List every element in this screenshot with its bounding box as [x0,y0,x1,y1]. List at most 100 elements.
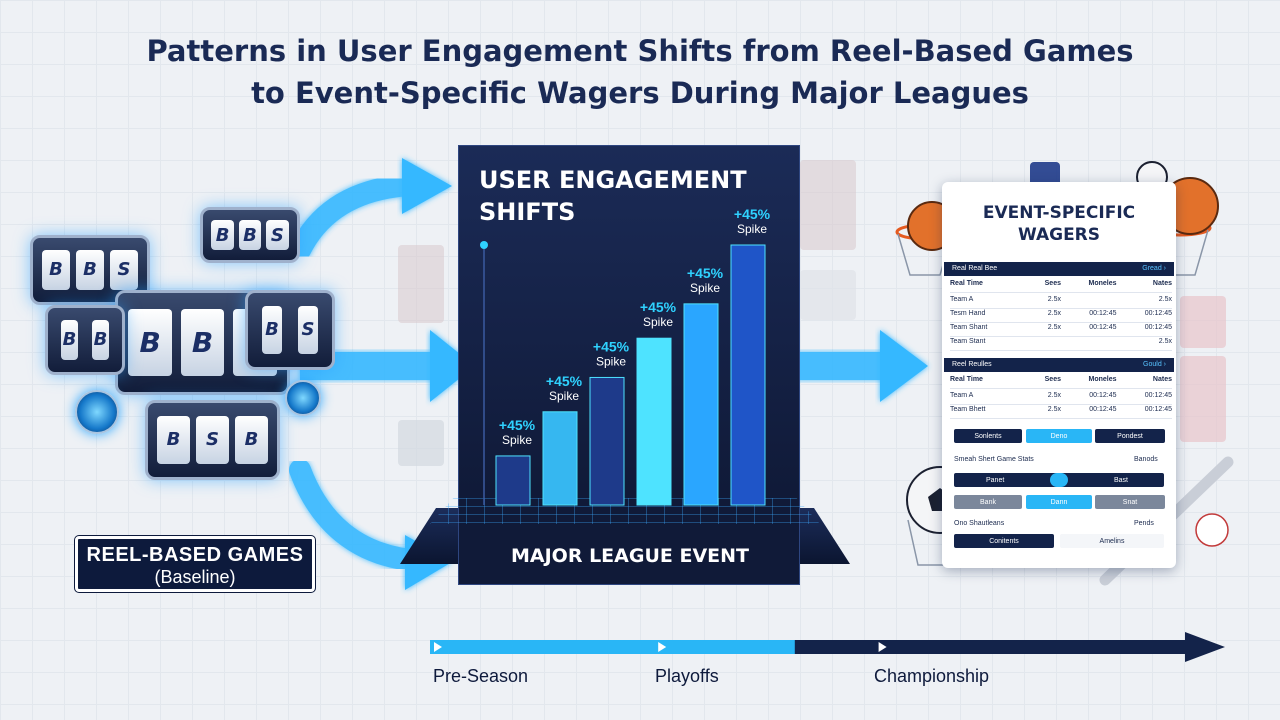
reel-symbol: B [235,415,268,465]
row-team: Team Shant [950,324,988,331]
chart-bar [542,411,578,506]
baseball-icon [1195,513,1229,547]
event-wagers-panel: EVENT-SPECIFIC WAGERS Real Real Bee Grea… [942,182,1176,568]
slot-machine-icon: B S [245,290,335,370]
chart-bar [683,303,719,506]
bar-value-label: +45% [499,417,536,433]
pill-button[interactable]: Bank [954,495,1022,509]
row-odds: 2.5x [1047,392,1061,399]
engagement-bar-chart: +45%Spike+45%Spike+45%Spike+45%Spike+45%… [480,206,771,506]
row-odds: 2.5x [1158,338,1172,345]
event-wagers-heading-line-2: WAGERS [1017,225,1101,245]
pill-button[interactable]: Snat [1095,495,1165,509]
chart-bar [730,244,766,506]
league-logo-icon [398,420,444,466]
table2-header-title: Reel Reulles [952,361,992,368]
table1-col: Nates [1152,280,1172,287]
row-odds: 2.5x [1047,296,1061,303]
chart-bar [495,455,531,506]
table2-col: Moneles [1088,376,1117,383]
table-row[interactable]: Team Bhett 2.5x 00:12:45 00:12:45 [950,406,1172,419]
table-row[interactable]: Tesm Hand 2.5x 00:12:45 00:12:45 [950,310,1172,323]
reel-based-games-label: REEL-BASED GAMES (Baseline) [75,536,315,592]
row-odds: 2.5x [1047,324,1061,331]
table2-col: Real Time [950,376,983,383]
reel-symbol: B [180,308,225,377]
table1-header-link[interactable]: Gread › [1142,265,1166,272]
league-logo-icon [398,245,444,323]
row-team: Team Bhett [950,406,986,413]
bar-value-label: +45% [546,373,583,389]
arrow-middle-head [430,330,475,402]
pill-button[interactable]: Pondest [1095,429,1165,443]
reel-based-games-illustration: B B S B B S B B S B S B B B S B [30,195,350,495]
reel-symbol: B [75,249,105,291]
glowing-button-icon [285,380,321,416]
pill-button[interactable]: Deno [1026,429,1092,443]
stats-toggle-icon[interactable] [1050,473,1068,487]
stats-bar-right: Bast [1114,476,1129,484]
timeline-marker [658,642,667,652]
section3-label: Smeah Shert Game Stats [954,456,1034,463]
stats-bar-left: Panet [986,476,1005,484]
table1-header-title: Real Real Bee [952,265,998,272]
table-row[interactable]: Team Stant 2.5x [950,338,1172,351]
pill-button[interactable]: Sonlents [954,429,1022,443]
timeline-stage-championship: Championship [874,666,990,686]
row-time [1061,338,1117,350]
chart-axis-dot [480,241,488,249]
reel-label-line-2: (Baseline) [154,567,236,587]
row-team: Team A [950,392,974,399]
table1-col: Sees [1044,280,1061,287]
league-logo-icon [1180,356,1226,442]
bar-value-label: +45% [734,206,771,222]
table2-columns: Real Time Sees Moneles Nates [950,376,1172,389]
pill-button[interactable]: Amelins [1060,534,1164,548]
row-time: 00:12:45 [1144,406,1172,413]
title-line-2: to Event-Specific Wagers During Major Le… [251,76,1029,110]
pill-button[interactable]: Conitents [954,534,1054,548]
table2-header[interactable]: Reel Reulles Gould › [944,358,1174,372]
row-time: 00:12:45 [1144,324,1172,331]
reel-symbol: B [238,220,262,250]
slot-machine-icon: B B [45,305,125,375]
row-odds: 2.5x [1158,296,1172,303]
table2-header-link[interactable]: Gould › [1143,361,1166,368]
table1-columns: Real Time Sees Moneles Nates [950,280,1172,293]
row-team: Tesm Hand [950,310,986,317]
title-line-1: Patterns in User Engagement Shifts from … [146,34,1134,68]
table-row[interactable]: Team Shant 2.5x 00:12:45 00:12:45 [950,324,1172,337]
row-time: 00:12:45 [1144,392,1172,399]
row-odds: 2.5x [1047,310,1061,317]
section3-mid-label: Ono Shautleans [954,520,1005,527]
arrow-lower [289,459,421,571]
bar-value-label: +45% [593,338,630,354]
row-team: Team Stant [950,338,986,345]
arrow-right-body [795,352,885,380]
row-time: 00:12:45 [1089,392,1117,399]
row-time: 00:12:45 [1089,406,1117,413]
reel-symbol: B [261,305,283,355]
row-time: 00:12:45 [1089,324,1117,331]
table1-header[interactable]: Real Real Bee Gread › [944,262,1174,276]
timeline-arrow-head [1185,632,1225,662]
chart-bar [636,337,672,506]
engagement-heading: USER ENGAGEMENT SHIFTS [479,164,747,228]
pill-button[interactable]: Dann [1026,495,1092,509]
bar-spike-label: Spike [596,354,626,368]
reel-symbol: B [60,319,79,361]
league-logo-icon [1180,296,1226,348]
row-time: 00:12:45 [1089,310,1117,317]
reel-symbol: B [128,308,173,377]
stats-bar[interactable]: Panet Bast [954,473,1164,487]
table-row[interactable]: Team A 2.5x 00:12:45 00:12:45 [950,392,1172,405]
chart-bar [589,376,625,506]
reel-symbol: S [265,220,289,250]
timeline-marker [878,642,887,652]
reel-symbol: S [109,249,139,291]
glowing-button-icon [75,390,119,434]
reel-symbol: S [297,305,319,355]
table-row[interactable]: Team A 2.5x 2.5x [950,296,1172,309]
table2-col: Nates [1152,376,1172,383]
